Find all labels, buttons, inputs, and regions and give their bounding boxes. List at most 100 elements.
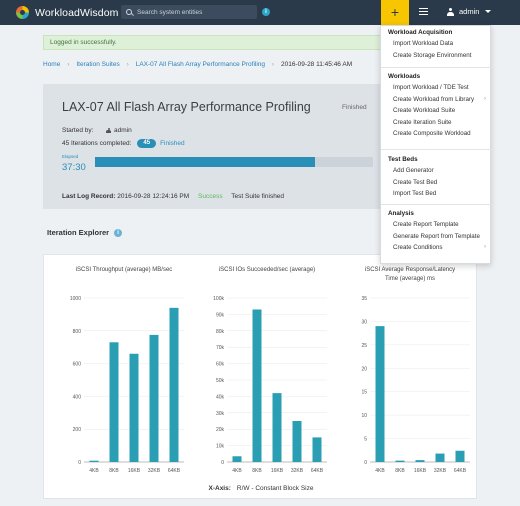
menu-item[interactable]: Create Test Bed: [381, 177, 492, 189]
breadcrumb-home[interactable]: Home: [43, 61, 61, 68]
y-tick-label: 20k: [216, 427, 225, 433]
x-tick-label: 4KB: [89, 468, 99, 474]
y-tick-label: 15: [361, 390, 367, 396]
bar: [415, 460, 425, 462]
bar: [89, 460, 99, 462]
y-tick-label: 600: [73, 362, 82, 368]
menu-item[interactable]: Create Storage Environment: [381, 50, 492, 62]
x-axis-caption: X-Axis: R/W - Constant Block Size: [44, 485, 478, 492]
last-log-status: Success: [198, 193, 223, 200]
suite-summary-panel: LAX-07 All Flash Array Performance Profi…: [43, 84, 383, 209]
menu-divider: [381, 67, 492, 68]
charts-panel: iSCSI Throughput (average) MB/sec 0 200 400…: [43, 254, 477, 499]
menu-section: Test Beds Add Generator Create Test Bed Imp…: [381, 155, 492, 200]
breadcrumb-current: 2016-09-28 11:45:46 AM: [281, 61, 353, 68]
bar: [455, 450, 465, 462]
menu-item[interactable]: Create Conditions ›: [381, 242, 492, 254]
breadcrumb-suite[interactable]: LAX-07 All Flash Array Performance Profi…: [135, 61, 266, 68]
bar-charts: iSCSI Throughput (average) MB/sec0200400…: [70, 267, 470, 474]
user-icon: [447, 7, 454, 16]
y-tick-label: 1000: [70, 296, 81, 302]
menu-section: Workload Acquisition Import Workload Data…: [381, 28, 492, 61]
menu-section: Workloads Import Workload / TDE Test Creat…: [381, 72, 492, 140]
y-tick-label: 100k: [213, 296, 224, 302]
bar: [149, 334, 159, 462]
menu-item[interactable]: Import Workload Data: [381, 38, 492, 50]
started-by-label: Started by:: [62, 127, 94, 134]
hamburger-menu-icon[interactable]: [419, 8, 428, 15]
success-alert: Logged in successfully.: [43, 35, 383, 50]
y-tick-label: 80k: [216, 329, 225, 335]
menu-item[interactable]: Import Test Bed: [381, 188, 492, 200]
bar: [375, 326, 385, 462]
search-icon: [126, 9, 132, 15]
menu-section-heading: Workload Acquisition: [388, 29, 453, 36]
y-tick-label: 20: [361, 366, 367, 372]
search-info-icon[interactable]: i: [262, 8, 270, 16]
app-logo[interactable]: WorkloadWisdom: [16, 6, 118, 19]
y-tick-label: 30k: [216, 411, 225, 417]
bar: [395, 460, 405, 462]
last-log-label: Last Log Record:: [62, 193, 116, 200]
y-tick-label: 10: [361, 413, 367, 419]
menu-item-label: Add Generator: [393, 167, 434, 174]
chevron-right-icon: ›: [484, 244, 486, 250]
menu-item[interactable]: Create Iteration Suite: [381, 117, 492, 129]
y-tick-label: 40k: [216, 394, 225, 400]
x-tick-label: 8KB: [395, 468, 405, 474]
x-tick-label: 4KB: [232, 468, 242, 474]
user-icon: [106, 127, 111, 134]
menu-section-heading: Test Beds: [388, 156, 418, 163]
x-tick-label: 8KB: [252, 468, 262, 474]
y-tick-label: 10k: [216, 444, 225, 450]
menu-item-label: Create Iteration Suite: [393, 118, 452, 126]
user-menu[interactable]: admin: [447, 7, 492, 16]
bar: [312, 437, 322, 462]
y-tick-label: 30: [361, 319, 367, 325]
search-placeholder: Search system entities: [137, 8, 203, 16]
create-menu-dropdown: Workload Acquisition Import Workload Data…: [380, 25, 492, 264]
y-tick-label: 800: [73, 329, 82, 335]
menu-divider: [381, 204, 492, 205]
info-icon[interactable]: i: [114, 228, 123, 237]
elapsed-value: 37:30: [62, 162, 86, 173]
progress-fill: [95, 157, 315, 167]
section-title: Iteration Explorer i: [47, 228, 123, 237]
create-plus-button[interactable]: +: [381, 0, 409, 25]
bar: [109, 342, 119, 462]
menu-item[interactable]: Create Workload from Library ›: [381, 94, 492, 106]
x-axis-label: X-Axis:: [208, 485, 231, 492]
chart-title: iSCSI Average Response/Latency: [365, 267, 455, 273]
elapsed-label: Elapsed: [62, 154, 79, 159]
y-tick-label: 60k: [216, 362, 225, 368]
x-tick-label: 32KB: [291, 468, 304, 474]
search-input[interactable]: Search system entities: [121, 5, 257, 19]
x-tick-label: 8KB: [109, 468, 119, 474]
menu-item[interactable]: Add Generator: [381, 165, 492, 177]
menu-item[interactable]: Create Workload Suite: [381, 105, 492, 117]
y-tick-label: 35: [361, 296, 367, 302]
breadcrumb-separator: ›: [126, 61, 129, 68]
menu-item[interactable]: Create Composite Workload: [381, 128, 492, 140]
breadcrumb: Home › Iteration Suites › LAX-07 All Fla…: [43, 61, 352, 68]
menu-item[interactable]: Generate Report from Template: [381, 231, 492, 243]
bar: [129, 353, 139, 462]
x-tick-label: 32KB: [148, 468, 161, 474]
breadcrumb-separator: ›: [67, 61, 70, 68]
y-tick-label: 5: [364, 437, 367, 443]
menu-section-heading: Analysis: [388, 210, 414, 217]
breadcrumb-separator: ›: [272, 61, 275, 68]
y-tick-label: 400: [73, 394, 82, 400]
breadcrumb-iteration-suites[interactable]: Iteration Suites: [76, 61, 120, 68]
started-by: Started by: admin: [62, 127, 132, 134]
x-tick-label: 16KB: [414, 468, 427, 474]
x-tick-label: 64KB: [168, 468, 181, 474]
menu-item-label: Create Workload Suite: [393, 107, 456, 114]
bar: [272, 393, 282, 462]
menu-item[interactable]: Import Workload / TDE Test: [381, 82, 492, 94]
menu-item-label: Create Storage Environment: [393, 51, 472, 59]
user-name: admin: [459, 7, 480, 16]
x-tick-label: 4KB: [375, 468, 385, 474]
menu-item[interactable]: Create Report Template: [381, 219, 492, 231]
chart-title: iSCSI Throughput (average) MB/sec: [76, 267, 173, 273]
